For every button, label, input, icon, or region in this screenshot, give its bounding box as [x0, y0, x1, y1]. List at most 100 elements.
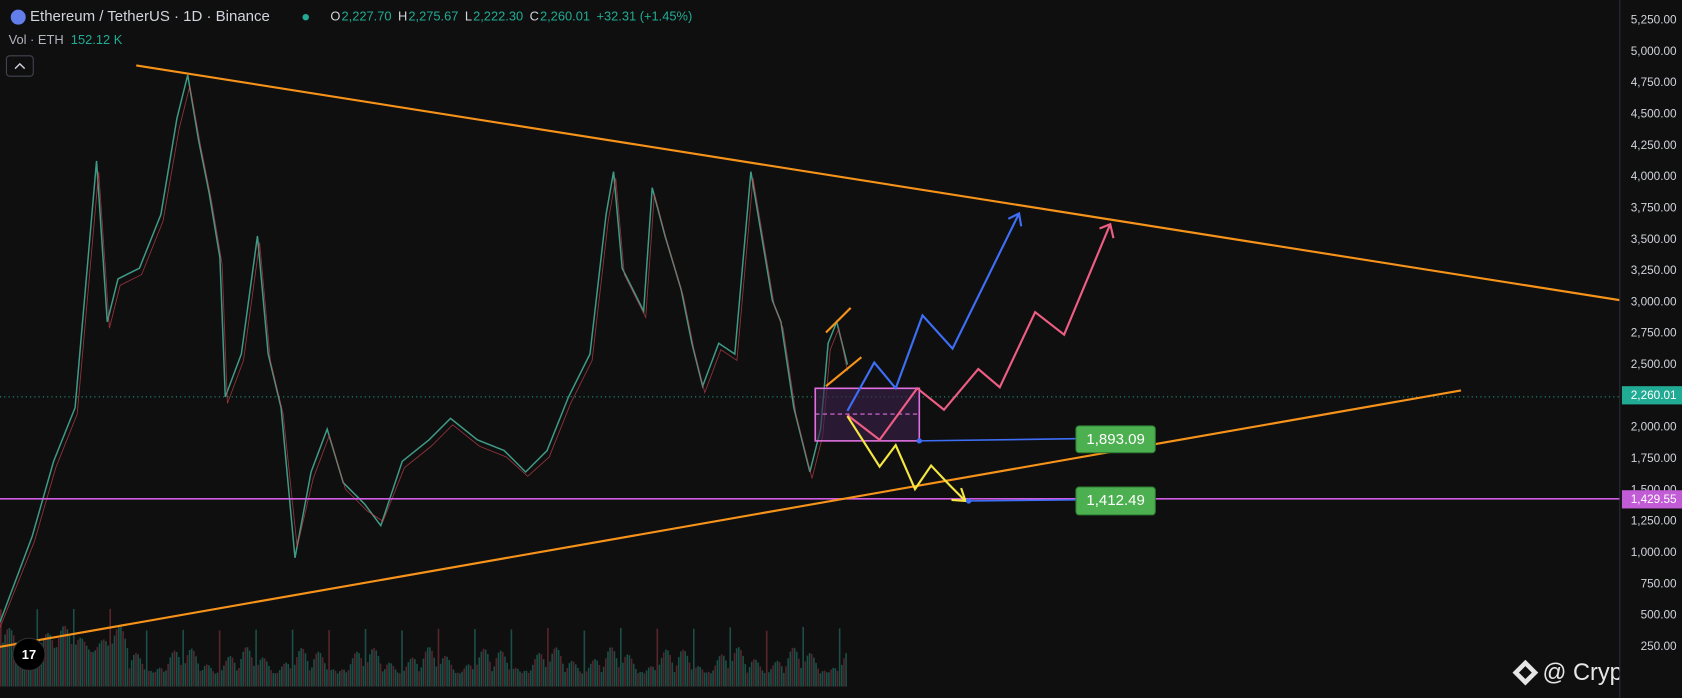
volume-bar — [113, 635, 116, 687]
price-label: 1,000.00 — [1631, 546, 1677, 559]
volume-bar — [141, 663, 144, 687]
price-label: 250.00 — [1641, 640, 1677, 653]
volume-bar — [6, 629, 9, 687]
volume-bar — [738, 647, 740, 687]
volume-bar — [510, 629, 513, 687]
volume-bar — [504, 656, 506, 687]
volume-bar — [456, 672, 459, 687]
volume-bar — [390, 663, 393, 687]
volume-bar — [300, 648, 302, 687]
price-label: 1,250.00 — [1631, 515, 1677, 528]
volume-bar — [467, 664, 470, 687]
volume-bar — [540, 654, 543, 687]
volume-bar — [220, 670, 223, 687]
volume-bar — [722, 655, 725, 687]
volume-bar — [729, 627, 732, 687]
volume-bar — [450, 664, 453, 687]
projection-pink — [846, 223, 1112, 442]
last-price: 2,260.01 — [1631, 389, 1677, 402]
volume-bar — [66, 629, 69, 687]
volume-bar — [624, 656, 626, 687]
collapse-button[interactable] — [5, 55, 34, 77]
volume-bar — [214, 673, 217, 687]
volume-bar — [675, 665, 678, 687]
volume-bar — [83, 641, 86, 687]
volume-bar — [602, 666, 605, 687]
volume-bar — [362, 665, 365, 687]
volume-bar — [42, 638, 45, 687]
volume-bar — [102, 639, 105, 687]
arrow-head — [951, 487, 967, 503]
volume-bar — [240, 658, 242, 687]
volume-bar — [92, 652, 94, 687]
volume-bar — [133, 654, 135, 687]
volume-bar — [173, 650, 176, 687]
volume-bar — [448, 660, 450, 687]
volume-bar — [341, 669, 343, 687]
volume-bar — [257, 664, 260, 687]
connector — [919, 437, 1076, 442]
volume-bar — [420, 667, 423, 687]
volume-bar — [351, 658, 354, 687]
volume-bar — [334, 670, 337, 687]
volume-bar — [64, 625, 66, 687]
volume-bar — [188, 650, 191, 687]
volume-bar — [596, 660, 599, 687]
volume-bar — [656, 628, 659, 687]
target-label: 1,412.49 — [1086, 492, 1144, 509]
volume-bar — [768, 672, 770, 687]
price-label: 750.00 — [1641, 577, 1677, 590]
volume-bar — [637, 673, 639, 687]
volume-bar — [57, 638, 60, 687]
price-label: 4,750.00 — [1631, 76, 1677, 89]
volume-bar — [10, 630, 13, 687]
volume-bar — [403, 670, 405, 687]
ohlc-key: C — [530, 9, 539, 24]
volume-bar — [551, 653, 553, 687]
volume-bar — [231, 657, 234, 687]
volume-bar — [137, 654, 139, 687]
volume-bar — [478, 657, 481, 687]
volume-bar — [630, 658, 633, 687]
volume-bar — [512, 668, 515, 687]
volume-bar — [313, 659, 315, 687]
volume-bar — [281, 666, 283, 687]
volume-bar — [609, 647, 611, 687]
volume-bar — [270, 670, 272, 687]
volume-bar — [218, 630, 221, 687]
volume-bar — [274, 673, 277, 687]
volume-bar — [735, 648, 738, 687]
volume-bar — [195, 656, 197, 687]
volume-bar — [555, 647, 558, 687]
flag-line — [825, 307, 852, 334]
volume-bar — [806, 655, 809, 687]
volume-bar — [201, 670, 204, 687]
volume-bar — [148, 670, 150, 687]
volume-bar — [654, 670, 656, 687]
change: +32.31 (+1.45%) — [596, 9, 692, 24]
volume-bar — [255, 629, 257, 687]
volume-bar — [431, 650, 433, 687]
ohlc-key: L — [465, 9, 472, 24]
volume-bar — [435, 666, 438, 687]
volume-bar — [650, 666, 652, 687]
price-label: 4,000.00 — [1631, 170, 1677, 183]
volume-bar — [315, 653, 317, 687]
volume-bar — [800, 667, 802, 687]
volume-bar — [783, 672, 785, 687]
volume-bar — [229, 655, 232, 687]
volume-bar — [145, 630, 148, 687]
volume-bar — [128, 668, 131, 687]
volume-bar — [429, 647, 431, 687]
volume-bar — [506, 662, 508, 687]
volume-bar — [45, 634, 47, 687]
volume-bar — [122, 631, 124, 687]
volume-bar — [725, 660, 727, 687]
volume-bar — [184, 663, 187, 687]
volume-bar — [547, 628, 549, 687]
volume-bar — [311, 667, 313, 687]
volume-bar — [813, 657, 815, 687]
volume-bar — [733, 653, 736, 687]
volume-bar — [671, 662, 674, 687]
